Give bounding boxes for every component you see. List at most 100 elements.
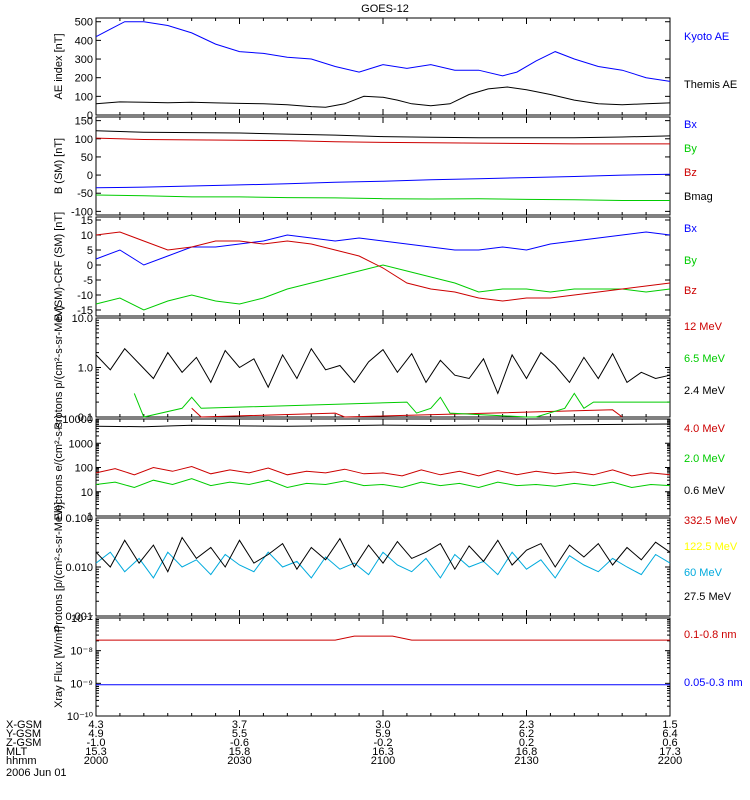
- y-tick-label: 1: [87, 511, 93, 523]
- y-tick-label: 0.010: [65, 562, 93, 574]
- series-line: [95, 347, 671, 395]
- y-axis-label: Protons [p/(cm²-s-sr-MeV)]: [53, 502, 65, 632]
- series-line: [95, 231, 671, 302]
- x-axis-value: 1.5: [662, 719, 677, 731]
- x-axis-row-label: hhmm: [6, 755, 37, 767]
- y-tick-label: 10: [81, 230, 93, 242]
- y-tick-label: 100: [75, 91, 93, 103]
- panel-frame: [95, 17, 671, 116]
- y-tick-label: 400: [75, 35, 93, 47]
- legend-entry: 4.0 MeV: [684, 423, 726, 435]
- y-tick-label: -100: [71, 206, 93, 218]
- y-tick-label: 0.1: [78, 412, 93, 424]
- x-axis-value: -0.6: [230, 737, 249, 749]
- x-axis-value: 2030: [227, 755, 251, 767]
- y-tick-label: 10⁻⁹: [70, 678, 93, 690]
- legend-entry: By: [684, 143, 697, 155]
- legend-entry: Bz: [684, 285, 697, 297]
- legend-entry: 2.0 MeV: [684, 453, 726, 465]
- legend-entry: By: [684, 255, 697, 267]
- x-axis-value: 2200: [658, 755, 682, 767]
- x-axis-value: 2000: [84, 755, 108, 767]
- y-tick-label: 0.001: [65, 611, 93, 623]
- x-axis-value: 16.8: [516, 746, 537, 758]
- y-tick-label: -5: [83, 275, 93, 287]
- series-line: [95, 536, 671, 573]
- y-tick-label: 5: [87, 245, 93, 257]
- y-tick-label: -50: [77, 188, 93, 200]
- panel-5: 10000 1000 100 10 1 Electrons e/(cm²-s-sr) 4.0…: [53, 414, 726, 523]
- y-tick-label: 0: [87, 110, 93, 122]
- y-tick-label: 0: [87, 260, 93, 272]
- legend-entry: 2.4 MeV: [684, 385, 726, 397]
- series-line: [95, 130, 671, 139]
- series-line: [95, 137, 670, 145]
- y-tick-label: 100: [75, 463, 93, 475]
- y-tick-label: 10000: [62, 414, 93, 426]
- series-line: [95, 478, 671, 489]
- y-tick-label: 0.100: [65, 513, 93, 525]
- series-line: [95, 173, 671, 189]
- y-tick-label: 150: [75, 116, 93, 128]
- x-axis-value: 16.3: [372, 746, 393, 758]
- x-axis-value: 0.6: [662, 737, 677, 749]
- panel-3: 15 10 5 0 -5 -10 -15 B (SM)-CRF (SM) [nT] Bx By Bz: [53, 212, 697, 321]
- y-axis-label: Xray Flux [W/m²]: [53, 626, 65, 708]
- y-tick-label: 15: [81, 215, 93, 227]
- y-tick-label: 10: [81, 487, 93, 499]
- y-axis-label: B (SM) [nT]: [53, 138, 65, 194]
- y-tick-label: 10⁻¹⁰: [67, 711, 94, 723]
- y-tick-label: 50: [81, 152, 93, 164]
- y-tick-label: 1.0: [78, 363, 93, 375]
- y-tick-label: 1000: [69, 438, 93, 450]
- x-axis-value: -1.0: [87, 737, 106, 749]
- panel-1: 500 400 300 200 100 0 AE index [nT] Kyoto AE The…: [53, 17, 737, 122]
- x-axis-row-label: Y-GSM: [6, 728, 41, 740]
- legend-entry: 0.1-0.8 nm: [684, 629, 737, 641]
- x-axis-value: 4.9: [88, 728, 103, 740]
- x-axis-value: 2130: [514, 755, 538, 767]
- series-line: [95, 21, 671, 82]
- legend-entry: 332.5 MeV: [684, 515, 738, 527]
- legend-entry: 12 MeV: [684, 321, 723, 333]
- x-axis-value: 2.3: [519, 719, 534, 731]
- y-axis-label: B (SM)-CRF (SM) [nT]: [53, 212, 65, 321]
- x-axis-value: 17.3: [659, 746, 680, 758]
- panel-frame: [95, 617, 671, 717]
- y-tick-label: 100: [75, 134, 93, 146]
- panel-frame: [95, 317, 671, 418]
- y-tick-label: -10: [77, 290, 93, 302]
- legend-entry: 27.5 MeV: [684, 591, 732, 603]
- series-line: [191, 407, 623, 418]
- legend-entry: 0.05-0.3 nm: [684, 677, 743, 689]
- y-tick-label: -15: [77, 305, 93, 317]
- y-tick-label: 200: [75, 73, 93, 85]
- series-line: [95, 465, 671, 477]
- x-axis-value: 5.5: [232, 728, 247, 740]
- legend-entry: 0.6 MeV: [684, 485, 726, 497]
- legend-entry: Bx: [684, 223, 697, 235]
- x-axis-value: -0.2: [374, 737, 393, 749]
- legend-entry: Bz: [684, 167, 697, 179]
- panel-4: 10.0 1.0 0.1 Protons p/(cm²-s-sr-MeV) 12 MeV…: [53, 305, 726, 429]
- y-tick-label: 300: [75, 54, 93, 66]
- x-axis-value: 15.3: [85, 746, 106, 758]
- panel-frame: [95, 418, 671, 517]
- y-axis-label: Protons p/(cm²-s-sr-MeV): [53, 305, 65, 429]
- date-label: 2006 Jun 01: [6, 767, 67, 779]
- y-axis-label: AE index [nT]: [53, 33, 65, 99]
- series-line: [95, 551, 671, 579]
- legend-entry: 6.5 MeV: [684, 353, 726, 365]
- series-line: [95, 423, 671, 428]
- series-line: [133, 392, 670, 418]
- x-axis-row-label: X-GSM: [6, 719, 42, 731]
- x-axis-row-label: MLT: [6, 746, 27, 758]
- x-axis-value: 3.7: [232, 719, 247, 731]
- panel-frame: [95, 216, 671, 317]
- x-axis-value: 5.9: [375, 728, 390, 740]
- y-tick-label: 10⁻⁸: [70, 646, 93, 658]
- series-line: [96, 635, 670, 641]
- legend-entry: Kyoto AE: [684, 31, 729, 43]
